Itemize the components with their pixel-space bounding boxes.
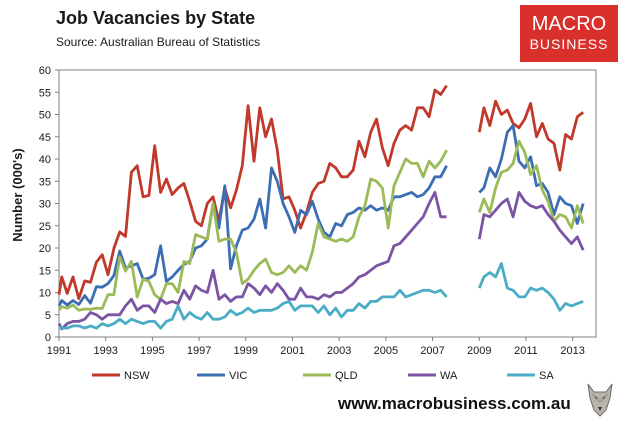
x-tick-label: 2005 [374, 345, 398, 357]
y-tick-label: 55 [39, 87, 51, 99]
y-tick-label: 15 [39, 265, 51, 277]
legend-label-sa: SA [539, 370, 554, 382]
x-tick-label: 1997 [187, 345, 211, 357]
x-tick-label: 1995 [140, 345, 164, 357]
legend: NSW VIC QLD WA SA [92, 370, 554, 382]
x-tick-label: 1999 [234, 345, 258, 357]
series-line-nsw [477, 99, 585, 172]
macrobusiness-logo: MACRO BUSINESS [520, 5, 618, 62]
y-tick-label: 10 [39, 288, 51, 300]
y-tick-label: 0 [45, 332, 51, 344]
series-line-nsw [57, 84, 448, 301]
series-layer [57, 84, 585, 331]
y-tick-label: 25 [39, 221, 51, 233]
legend-label-wa: WA [440, 370, 458, 382]
x-tick-label: 1993 [93, 345, 117, 357]
y-tick-label: 60 [39, 65, 51, 77]
series-line-vic [478, 124, 585, 225]
x-tick-label: 2003 [327, 345, 351, 357]
series-line-qld [57, 149, 448, 312]
series-line-wa [477, 191, 585, 251]
x-tick-label: 2013 [560, 345, 584, 357]
x-axis-ticks: 1991 1993 1995 1997 1999 2001 2003 2005 2007 2009… [47, 337, 585, 357]
x-tick-label: 2009 [467, 345, 491, 357]
chart-source: Source: Australian Bureau of Statistics [56, 35, 261, 49]
y-axis-label: Number (000's) [10, 148, 25, 241]
y-tick-label: 30 [39, 199, 51, 211]
y-axis-ticks: 0 5 10 15 20 25 30 35 40 45 50 55 60 [39, 65, 59, 344]
x-tick-label: 2011 [514, 345, 538, 357]
logo-line-2: BUSINESS [529, 36, 609, 52]
y-tick-label: 45 [39, 132, 51, 144]
y-tick-label: 35 [39, 176, 51, 188]
y-tick-label: 5 [45, 310, 51, 322]
y-tick-label: 20 [39, 243, 51, 255]
website-url: www.macrobusiness.com.au [338, 394, 571, 413]
legend-label-qld: QLD [335, 370, 358, 382]
x-tick-label: 2007 [420, 345, 444, 357]
series-line-sa [58, 288, 448, 330]
series-line-sa [478, 262, 584, 312]
y-tick-label: 40 [39, 154, 51, 166]
x-tick-label: 1991 [47, 345, 71, 357]
y-tick-label: 50 [39, 110, 51, 122]
x-tick-label: 2001 [280, 345, 304, 357]
chart-title: Job Vacancies by State [56, 8, 256, 28]
series-line-wa [57, 191, 447, 331]
logo-line-1: MACRO [531, 13, 607, 35]
series-line-qld [477, 139, 585, 230]
series-line-vic [57, 165, 448, 307]
wolf-mascot-icon [587, 383, 613, 417]
legend-label-nsw: NSW [124, 370, 150, 382]
legend-label-vic: VIC [229, 370, 247, 382]
